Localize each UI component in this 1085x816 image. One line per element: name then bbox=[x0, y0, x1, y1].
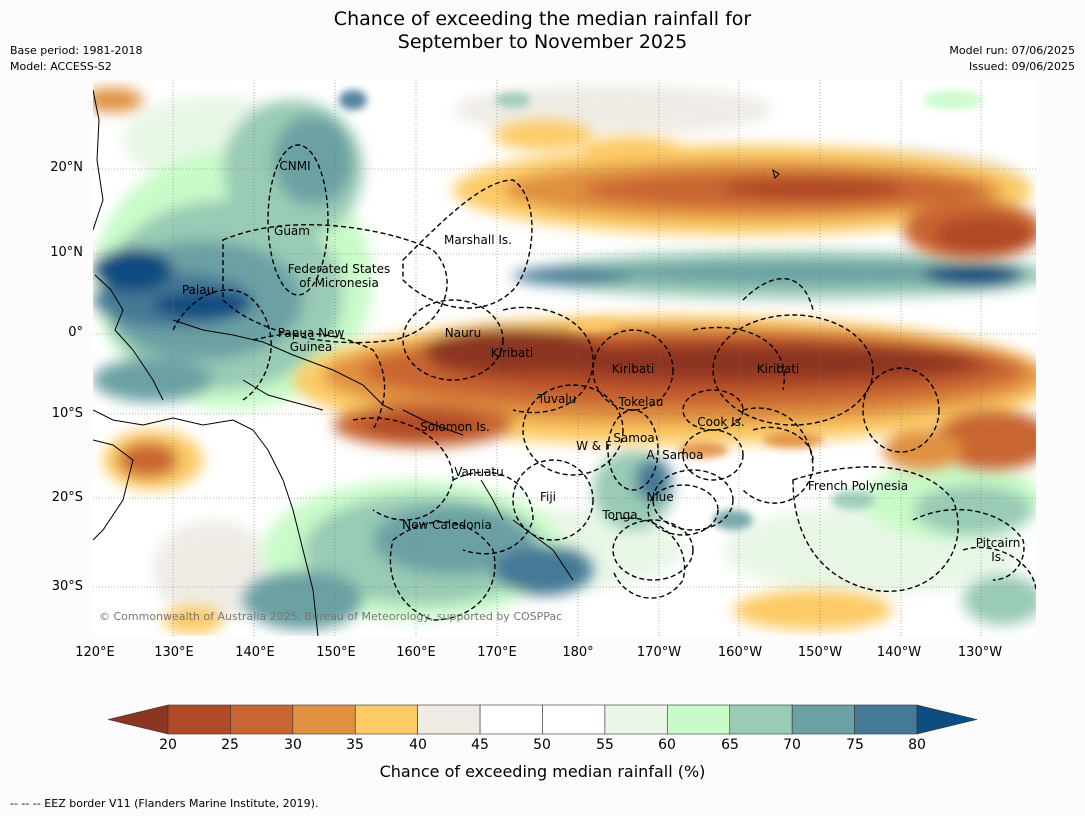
label-cook-is: Cook Is. bbox=[697, 415, 744, 429]
colorbar bbox=[107, 704, 978, 735]
x-tick-160w: 160°W bbox=[717, 645, 763, 660]
label-tokelau: Tokelau bbox=[618, 395, 664, 409]
x-tick-130e: 130°E bbox=[154, 645, 194, 660]
cb-label-55: 55 bbox=[596, 737, 614, 753]
meta-right: Model run: 07/06/2025 Issued: 09/06/2025 bbox=[949, 43, 1075, 75]
colorbar-cell bbox=[542, 704, 606, 735]
colorbar-title: Chance of exceeding median rainfall (%) bbox=[379, 762, 706, 781]
y-tick-30s: 30°S bbox=[51, 579, 83, 594]
label-samoa: Samoa bbox=[613, 431, 654, 445]
x-tick-150w: 150°W bbox=[797, 645, 843, 660]
coastlines bbox=[93, 89, 780, 636]
colorbar-cell bbox=[417, 704, 481, 735]
label-french-polynesia: French Polynesia bbox=[808, 479, 908, 493]
colorbar-cell bbox=[791, 704, 855, 735]
label-pitcairn-line1: Pitcairn bbox=[976, 536, 1021, 550]
cb-label-30: 30 bbox=[284, 737, 302, 753]
cb-label-20: 20 bbox=[159, 737, 177, 753]
label-kiribati-central: Kiribati bbox=[612, 362, 654, 376]
label-palau: Palau bbox=[182, 283, 214, 297]
y-tick-10n: 10°N bbox=[50, 245, 83, 260]
cb-label-70: 70 bbox=[783, 737, 801, 753]
colorbar-over-arrow bbox=[916, 704, 978, 735]
issued-date: Issued: 09/06/2025 bbox=[968, 60, 1075, 73]
label-png-line1: Papua New bbox=[278, 326, 345, 340]
label-fsm-line1: Federated States bbox=[288, 262, 390, 276]
y-tick-20s: 20°S bbox=[51, 490, 83, 505]
label-pitcairn-line2: Is. bbox=[991, 550, 1005, 564]
label-png-line2: Guinea bbox=[290, 340, 333, 354]
label-wallis-futuna: W & F bbox=[576, 439, 612, 453]
x-tick-140w: 140°W bbox=[876, 645, 922, 660]
cb-label-35: 35 bbox=[346, 737, 364, 753]
label-tonga: Tonga bbox=[601, 508, 637, 522]
label-new-caledonia: New Caledonia bbox=[402, 518, 492, 532]
x-tick-120e: 120°E bbox=[75, 645, 115, 660]
colorbar-cell bbox=[854, 704, 918, 735]
label-marshall-is: Marshall Is. bbox=[444, 233, 512, 247]
colorbar-cell bbox=[354, 704, 418, 735]
cb-label-65: 65 bbox=[721, 737, 739, 753]
colorbar-under-arrow bbox=[107, 704, 169, 735]
y-tick-0: 0° bbox=[68, 325, 83, 340]
colorbar-cell bbox=[230, 704, 294, 735]
copyright-notice: © Commonwealth of Australia 2025, Bureau… bbox=[99, 610, 562, 623]
label-kiribati-west: Kiribati bbox=[491, 346, 533, 360]
title-line-1: Chance of exceeding the median rainfall … bbox=[333, 8, 752, 30]
cb-label-75: 75 bbox=[846, 737, 864, 753]
colorbar-cell bbox=[479, 704, 543, 735]
x-tick-160e: 160°E bbox=[396, 645, 436, 660]
label-vanuatu: Vanuatu bbox=[454, 465, 504, 479]
colorbar-cell bbox=[729, 704, 793, 735]
x-tick-130w: 130°W bbox=[957, 645, 1003, 660]
label-kiribati-east: Kiribati bbox=[757, 362, 799, 376]
label-fsm-line2: of Micronesia bbox=[299, 276, 379, 290]
x-tick-180: 180° bbox=[562, 645, 594, 660]
cb-label-40: 40 bbox=[409, 737, 427, 753]
y-tick-10s: 10°S bbox=[51, 406, 83, 421]
label-guam: Guam bbox=[274, 224, 310, 238]
base-period: Base period: 1981-2018 bbox=[10, 44, 143, 57]
title-line-2: September to November 2025 bbox=[397, 31, 688, 53]
colorbar-cells bbox=[167, 704, 918, 735]
colorbar-cell bbox=[167, 704, 231, 735]
rainfall-map: CNMI Guam Marshall Is. Federated States … bbox=[93, 80, 1036, 636]
cb-label-25: 25 bbox=[221, 737, 239, 753]
colorbar-cell bbox=[604, 704, 668, 735]
cb-label-45: 45 bbox=[471, 737, 489, 753]
eez-footer-note: -- -- -- EEZ border V11 (Flanders Marine… bbox=[10, 797, 319, 810]
map-svg: CNMI Guam Marshall Is. Federated States … bbox=[93, 80, 1036, 636]
gridlines bbox=[93, 80, 1036, 636]
label-cnmi: CNMI bbox=[279, 159, 310, 173]
cb-label-50: 50 bbox=[533, 737, 551, 753]
cb-label-60: 60 bbox=[658, 737, 676, 753]
label-solomon-is: Solomon Is. bbox=[420, 420, 490, 434]
dry-australia bbox=[93, 88, 893, 634]
label-nauru: Nauru bbox=[445, 326, 481, 340]
cb-label-80: 80 bbox=[908, 737, 926, 753]
label-niue: Niue bbox=[646, 490, 673, 504]
region-labels: CNMI Guam Marshall Is. Federated States … bbox=[182, 159, 1020, 564]
label-fiji: Fiji bbox=[540, 490, 556, 504]
x-tick-150e: 150°E bbox=[316, 645, 356, 660]
label-american-samoa: A. Samoa bbox=[647, 448, 704, 462]
colorbar-cell bbox=[667, 704, 731, 735]
label-tuvalu: Tuvalu bbox=[537, 392, 577, 406]
model-name: Model: ACCESS-S2 bbox=[10, 60, 112, 73]
y-tick-20n: 20°N bbox=[50, 160, 83, 175]
x-tick-170w: 170°W bbox=[636, 645, 682, 660]
colorbar-cell bbox=[292, 704, 356, 735]
x-tick-140e: 140°E bbox=[235, 645, 275, 660]
x-tick-170e: 170°E bbox=[477, 645, 517, 660]
eez-borders bbox=[172, 144, 1036, 621]
model-run: Model run: 07/06/2025 bbox=[949, 44, 1075, 57]
dry-band-north bbox=[453, 120, 1036, 260]
meta-left: Base period: 1981-2018 Model: ACCESS-S2 bbox=[10, 43, 142, 75]
